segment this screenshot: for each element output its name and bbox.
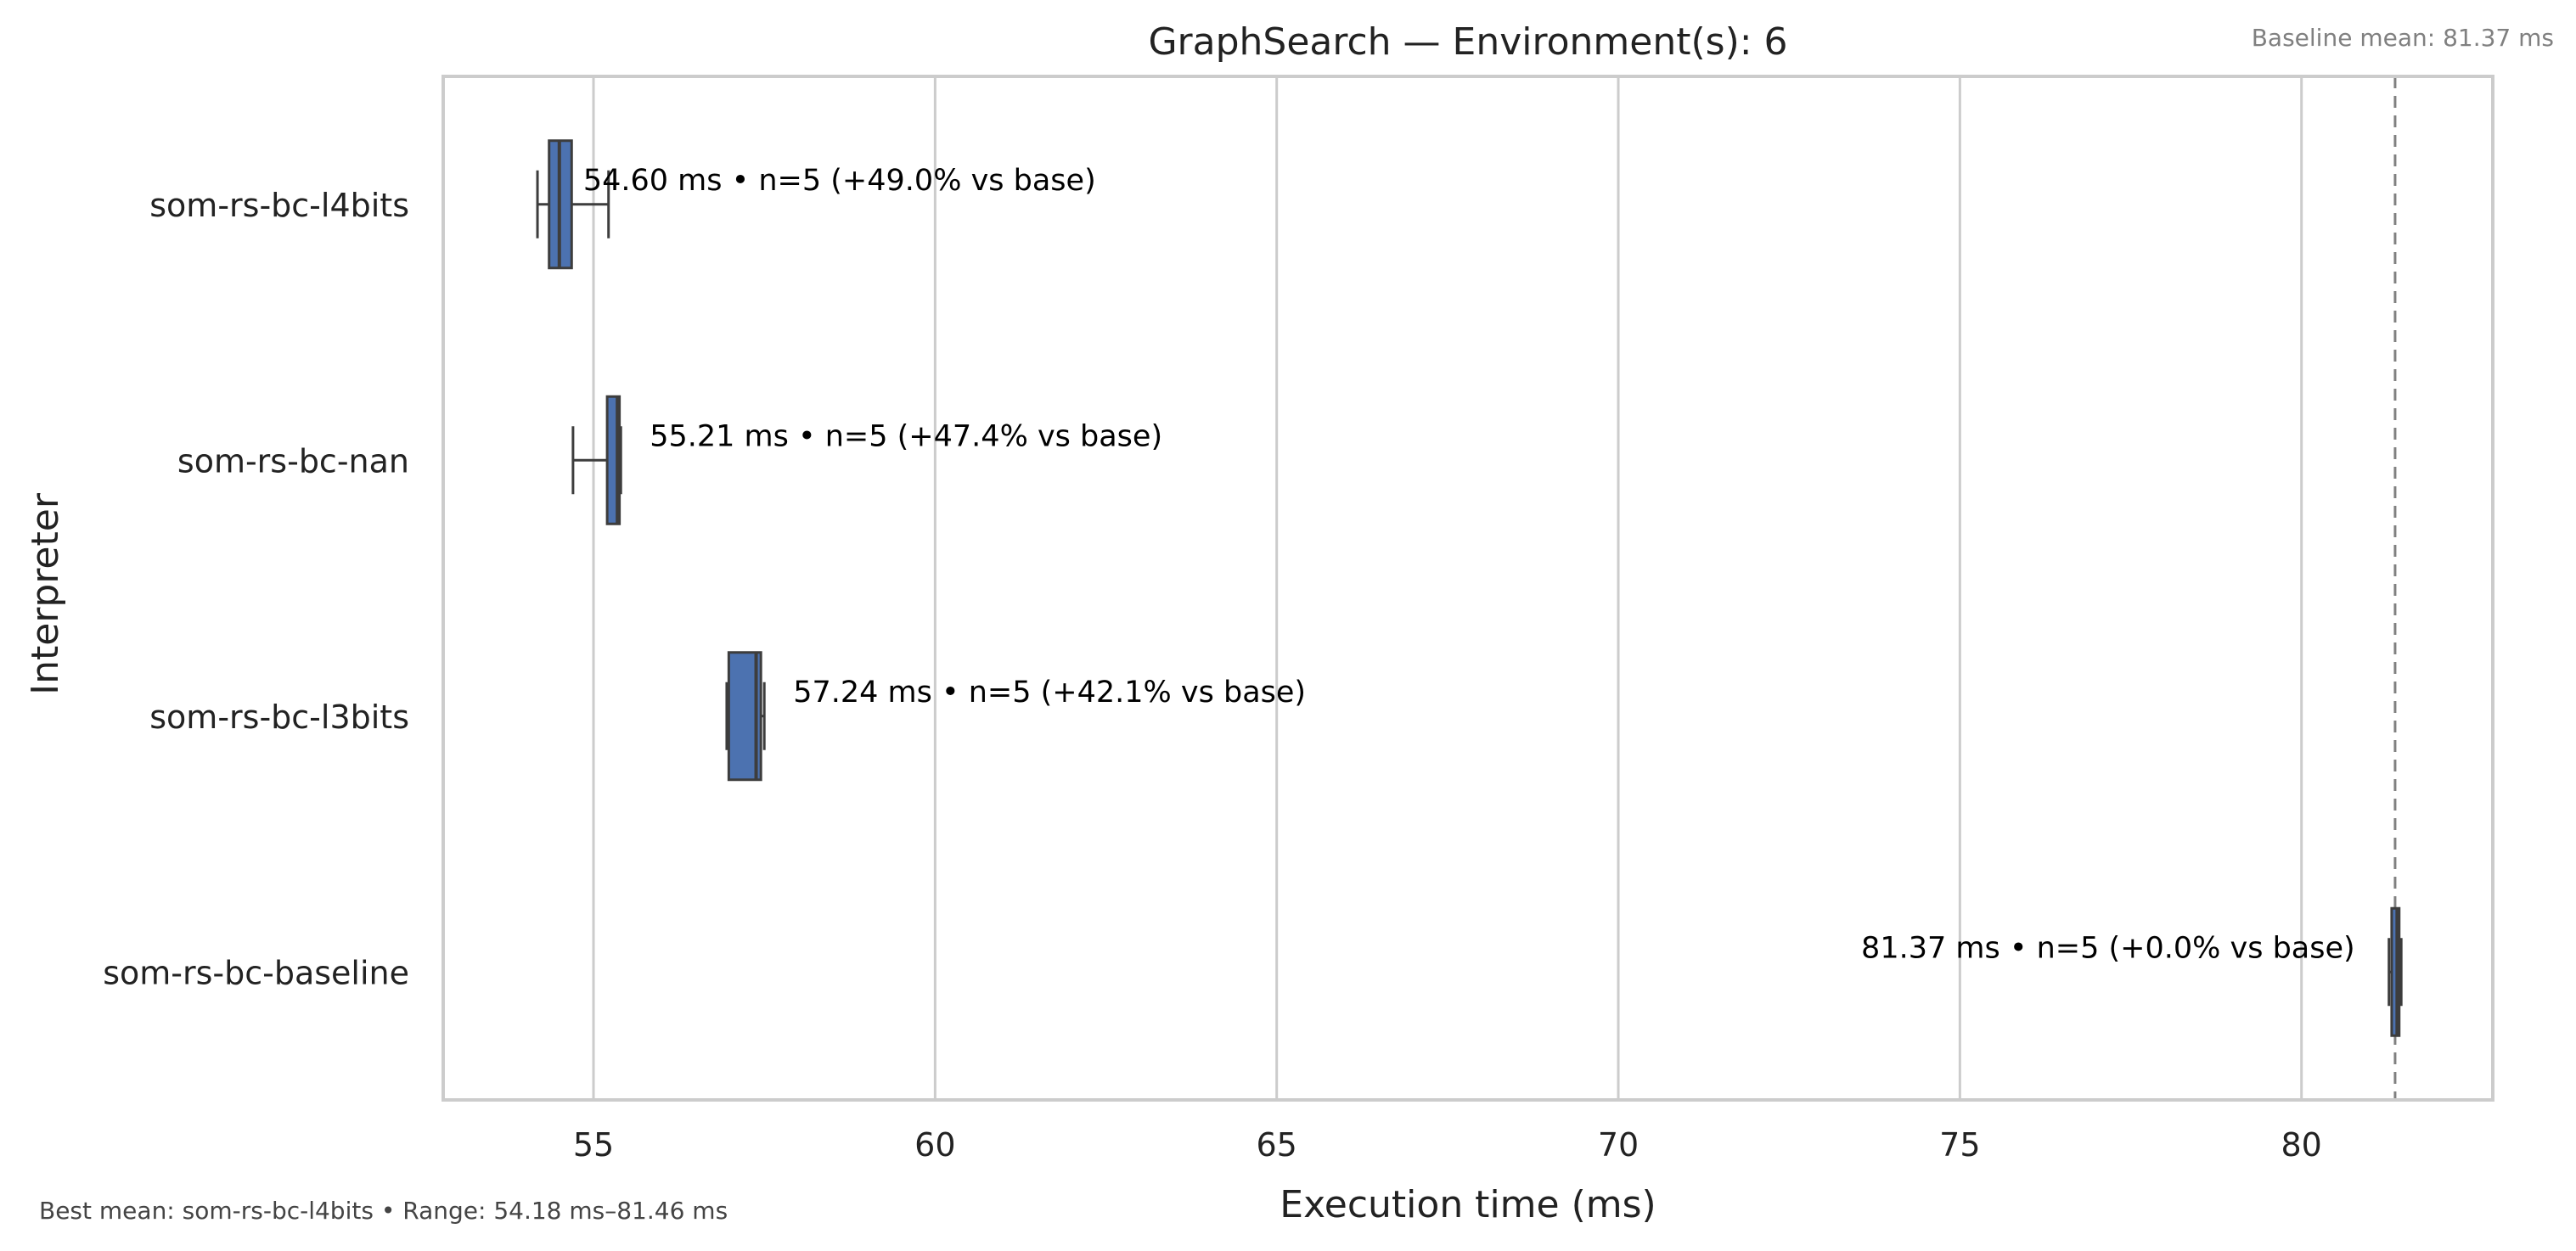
y-tick-labels: som-rs-bc-l4bits som-rs-bc-nan som-rs-bc-l… [103, 187, 409, 992]
annotation-som-rs-bc-baseline: 81.37 ms • n=5 (+0.0% vs base) [1861, 931, 2355, 965]
annotation-som-rs-bc-l3bits: 57.24 ms • n=5 (+42.1% vs base) [793, 676, 1306, 710]
box-som-rs-bc-l4bits [536, 139, 610, 270]
box-som-rs-bc-l3bits [725, 651, 766, 782]
x-tick-75: 75 [1939, 1126, 1980, 1164]
y-axis-label: Interpreter [24, 492, 67, 695]
x-tick-80: 80 [2281, 1126, 2322, 1164]
grid [592, 76, 2303, 1100]
x-tick-70: 70 [1598, 1126, 1639, 1164]
x-axis-label: Execution time (ms) [1280, 1183, 1656, 1226]
x-tick-65: 65 [1257, 1126, 1297, 1164]
plot-frame [442, 75, 2494, 1102]
y-tick-som-rs-bc-l4bits: som-rs-bc-l4bits [149, 187, 409, 224]
box-som-rs-bc-baseline [2388, 906, 2403, 1037]
y-tick-som-rs-bc-l3bits: som-rs-bc-l3bits [149, 698, 409, 736]
footer-note: Best mean: som-rs-bc-l4bits • Range: 54.… [39, 1197, 728, 1225]
annotations: 54.60 ms • n=5 (+49.0% vs base) 55.21 ms … [583, 164, 2355, 966]
x-tick-60: 60 [914, 1126, 955, 1164]
x-tick-55: 55 [573, 1126, 614, 1164]
box-som-rs-bc-nan [571, 395, 622, 525]
y-tick-som-rs-bc-baseline: som-rs-bc-baseline [103, 954, 409, 991]
boxes [536, 139, 2403, 1037]
baseline-mean-label: Baseline mean: 81.37 ms [2252, 24, 2554, 52]
annotation-som-rs-bc-nan: 55.21 ms • n=5 (+47.4% vs base) [650, 419, 1162, 453]
chart-title: GraphSearch — Environment(s): 6 [1148, 20, 1787, 64]
y-tick-som-rs-bc-nan: som-rs-bc-nan [177, 442, 409, 480]
x-tick-labels: 55 60 65 70 75 80 [573, 1126, 2322, 1164]
annotation-som-rs-bc-l4bits: 54.60 ms • n=5 (+49.0% vs base) [583, 164, 1096, 198]
iqr-box-som-rs-bc-baseline [2390, 906, 2401, 1037]
